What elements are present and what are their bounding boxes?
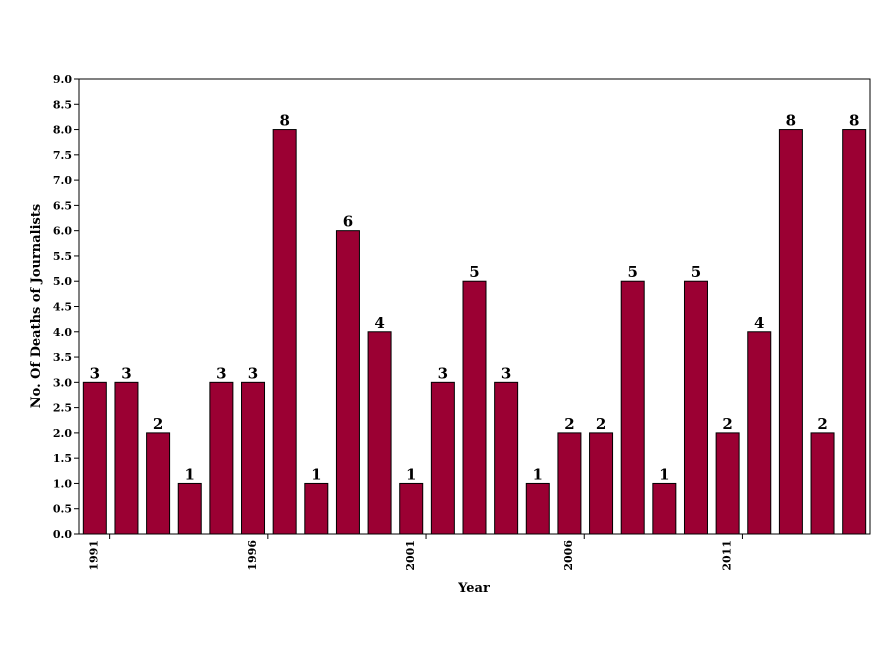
bar — [177, 482, 202, 535]
bar — [589, 432, 614, 535]
bar-value-label: 1 — [533, 465, 543, 483]
x-tick-label: 1996 — [246, 540, 259, 571]
bar — [462, 280, 487, 535]
y-tick-label: 3.0 — [53, 376, 72, 389]
bar — [525, 482, 550, 535]
bar-value-label: 3 — [216, 364, 226, 382]
x-tick-label: 2011 — [720, 540, 733, 571]
bar — [652, 482, 677, 535]
y-tick-label: 7.5 — [53, 149, 72, 162]
bar-value-label: 5 — [691, 263, 701, 281]
bar-value-label: 8 — [786, 112, 796, 130]
y-tick-label: 1.0 — [53, 477, 72, 490]
bar-value-label: 1 — [659, 465, 669, 483]
y-tick-label: 5.5 — [53, 250, 72, 263]
bar-value-label: 6 — [343, 213, 353, 231]
bar-value-label: 5 — [627, 263, 637, 281]
bar — [557, 432, 582, 535]
bar — [778, 129, 803, 535]
bar — [842, 129, 867, 535]
bar-value-label: 1 — [185, 465, 195, 483]
y-tick-label: 5.0 — [53, 275, 72, 288]
bar — [747, 331, 772, 535]
bars — [82, 129, 867, 535]
y-tick-label: 3.5 — [53, 351, 72, 364]
bar-value-label: 3 — [501, 364, 511, 382]
y-tick-label: 6.0 — [53, 225, 72, 238]
bar-value-label: 4 — [374, 314, 384, 332]
y-tick-label: 4.5 — [53, 301, 72, 314]
bar-labels: 3 3 2 1 3 3 8 1 6 4 1 3 5 3 1 2 2 5 1 5 2 4 8 2 8 — [90, 112, 860, 484]
y-tick-label: 6.5 — [53, 199, 72, 212]
y-tick-label: 0.0 — [53, 528, 72, 541]
x-tick-label: 1991 — [88, 540, 101, 571]
bar-value-label: 3 — [90, 364, 100, 382]
bar — [810, 432, 835, 535]
bar-value-label: 8 — [279, 112, 289, 130]
bar — [82, 381, 107, 535]
bar — [146, 432, 171, 535]
bar — [114, 381, 139, 535]
bar — [494, 381, 519, 535]
y-axis: 0.0 0.5 1.0 1.5 2.0 2.5 3.0 3.5 4.0 4.5 5.0 5.5 6.0 6… — [53, 73, 79, 541]
bar — [367, 331, 392, 535]
bar — [304, 482, 329, 535]
bar — [241, 381, 266, 535]
bar-value-label: 2 — [722, 415, 732, 433]
x-tick-label: 2006 — [562, 540, 575, 571]
y-tick-label: 1.5 — [53, 452, 72, 465]
x-axis: 1991 1996 2001 2006 2011 — [88, 534, 743, 571]
bar-value-label: 2 — [817, 415, 827, 433]
bar — [399, 482, 424, 535]
bar-value-label: 5 — [469, 263, 479, 281]
y-tick-label: 4.0 — [53, 326, 72, 339]
bar-value-label: 4 — [754, 314, 764, 332]
bar — [430, 381, 455, 535]
y-tick-label: 0.5 — [53, 503, 72, 516]
bar-value-label: 8 — [849, 112, 859, 130]
y-tick-label: 8.5 — [53, 98, 72, 111]
bar — [683, 280, 708, 535]
bar — [335, 230, 360, 535]
y-tick-label: 2.0 — [53, 427, 72, 440]
bar-value-label: 3 — [121, 364, 131, 382]
bar — [620, 280, 645, 535]
y-tick-label: 9.0 — [53, 73, 72, 86]
x-tick-label: 2001 — [404, 540, 417, 571]
bar — [715, 432, 740, 535]
bar-value-label: 3 — [248, 364, 258, 382]
y-tick-label: 2.5 — [53, 402, 72, 415]
y-tick-label: 8.0 — [53, 124, 72, 137]
bar-value-label: 1 — [406, 465, 416, 483]
y-axis-title: No. Of Deaths of Journalists — [29, 204, 44, 408]
bar — [209, 381, 234, 535]
bar-value-label: 2 — [153, 415, 163, 433]
bar-value-label: 3 — [438, 364, 448, 382]
y-tick-label: 7.0 — [53, 174, 72, 187]
x-axis-title: Year — [457, 581, 490, 596]
bar-value-label: 2 — [596, 415, 606, 433]
bar — [272, 129, 297, 535]
bar-value-label: 1 — [311, 465, 321, 483]
bar-value-label: 2 — [564, 415, 574, 433]
